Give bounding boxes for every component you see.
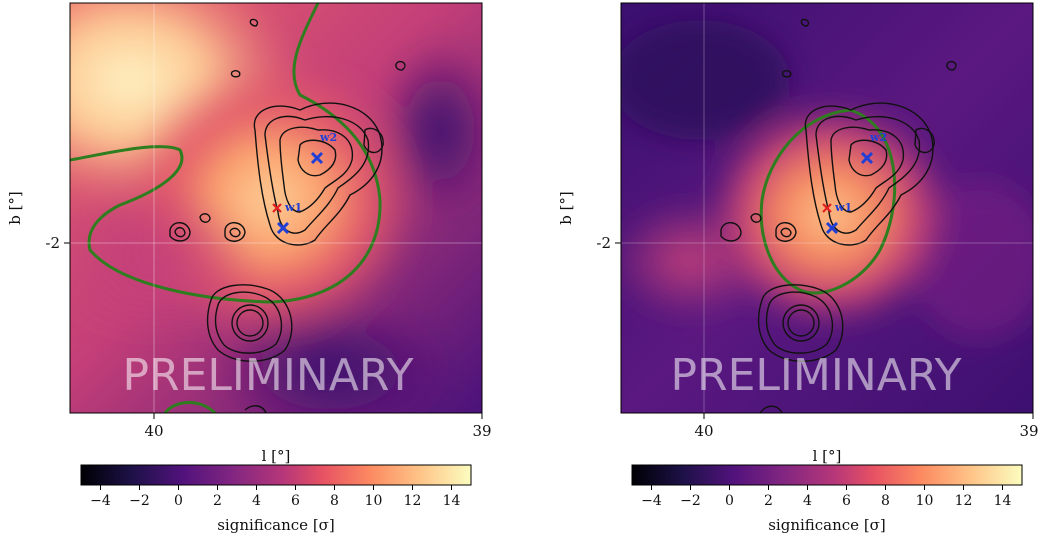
left-colorbar-tick-label-7: 10	[365, 493, 383, 509]
right-watermark: PRELIMINARY	[671, 350, 962, 401]
left-colorbar-tick-label-0: −4	[90, 493, 111, 509]
right-colorbar: −4 −2 0 2 4 6 8 10 12 14 significance [σ]	[631, 464, 1023, 534]
left-ytick-label-0: -2	[45, 234, 60, 252]
left-y-axis-label: b [°]	[6, 191, 24, 225]
right-x-axis-label: l [°]	[813, 447, 842, 465]
right-colorbar-tick-label-9: 14	[994, 493, 1012, 509]
w2-label: w2	[319, 131, 337, 144]
right-colorbar-tick-label-6: 8	[881, 493, 890, 509]
right-colorbar-tick-label-3: 2	[764, 493, 773, 509]
w1-red-marker	[822, 203, 832, 213]
right-colorbar-tick-label-1: −2	[680, 493, 701, 509]
right-panel: w1 w2 PRELIMINARY 40 39 -2 l [°] b [°] −…	[557, 2, 1039, 534]
left-frame	[69, 2, 483, 414]
left-colorbar-tick-label-4: 4	[252, 493, 261, 509]
right-colorbar-label: significance [σ]	[768, 516, 886, 534]
left-source-markers: w1 w2	[272, 131, 337, 235]
right-colorbar-tick-label-8: 12	[955, 493, 973, 509]
right-colorbar-tick-label-4: 4	[803, 493, 812, 509]
left-xtick-label-0: 40	[144, 422, 163, 440]
left-colorbar-tick-label-5: 6	[291, 493, 300, 509]
right-colorbar-tick-label-2: 0	[725, 493, 734, 509]
right-heatmap: w1 w2 PRELIMINARY	[621, 3, 1033, 413]
left-colorbar-tick-label-9: 14	[443, 493, 461, 509]
right-xtick-label-0: 40	[694, 422, 713, 440]
w2-blue-marker	[310, 151, 324, 165]
right-y-axis-label: b [°]	[557, 191, 575, 225]
w1-blue-marker	[276, 221, 290, 235]
w2-blue-marker	[860, 151, 874, 165]
left-colorbar-label: significance [σ]	[217, 516, 335, 534]
right-colorbar-tick-label-7: 10	[916, 493, 934, 509]
left-panel: w1 w2 PRELIMINARY 40 39 -2 l [°] b [°] −…	[6, 2, 492, 534]
right-colorbar-tick-label-5: 6	[842, 493, 851, 509]
right-colorbar-strip	[631, 464, 1023, 486]
left-colorbar-tick-label-2: 0	[174, 493, 183, 509]
right-frame	[620, 2, 1034, 414]
right-xtick-label-1: 39	[1019, 422, 1038, 440]
left-colorbar-tick-label-8: 12	[404, 493, 422, 509]
right-source-markers: w1 w2	[822, 131, 887, 235]
right-ytick-label-0: -2	[596, 234, 611, 252]
left-colorbar-strip	[80, 464, 472, 486]
w1-label: w1	[284, 201, 302, 214]
left-colorbar-tick-label-1: −2	[129, 493, 150, 509]
left-colorbar-tick-label-6: 8	[330, 493, 339, 509]
left-xtick-label-1: 39	[472, 422, 491, 440]
left-colorbar: −4 −2 0 2 4 6 8 10 12 14 significance [σ]	[80, 464, 472, 534]
w1-label: w1	[834, 201, 852, 214]
w1-blue-marker	[825, 221, 839, 235]
right-colorbar-tick-label-0: −4	[641, 493, 662, 509]
w1-red-marker	[272, 203, 282, 213]
left-colorbar-tick-label-3: 2	[213, 493, 222, 509]
left-x-axis-label: l [°]	[262, 447, 291, 465]
left-heatmap: w1 w2 PRELIMINARY	[70, 3, 482, 413]
w2-label: w2	[869, 131, 887, 144]
left-watermark: PRELIMINARY	[123, 350, 414, 401]
